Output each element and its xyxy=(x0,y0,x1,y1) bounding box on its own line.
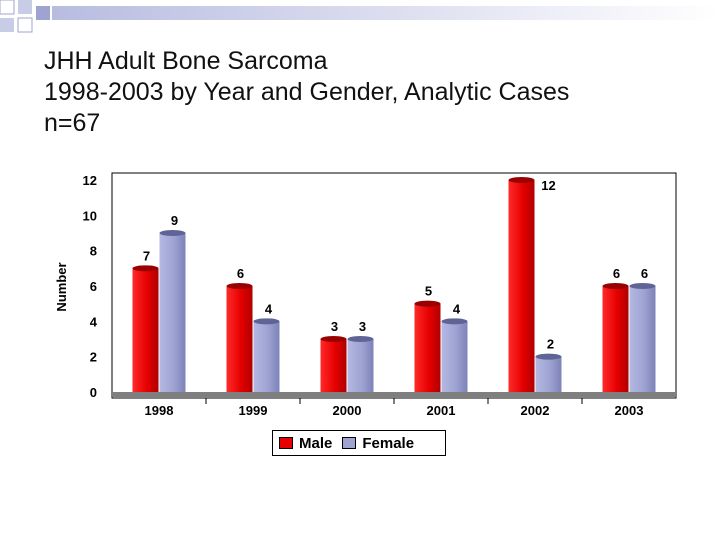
x-tick-label: 2003 xyxy=(615,403,644,418)
bar-female-cap xyxy=(629,283,656,289)
title-line-1: JHH Adult Bone Sarcoma xyxy=(44,47,328,75)
data-label-female: 6 xyxy=(641,266,648,281)
data-label-male: 7 xyxy=(143,248,150,263)
decorative-squares xyxy=(0,0,720,33)
legend-label-female: Female xyxy=(362,434,415,452)
bar-male xyxy=(508,180,535,392)
bar-male-cap xyxy=(602,283,629,289)
y-tick-label: 12 xyxy=(83,173,97,188)
data-label-male: 6 xyxy=(613,266,620,281)
plot-border xyxy=(111,172,677,399)
bar-male-cap xyxy=(132,265,159,272)
y-tick-label: 4 xyxy=(90,314,98,329)
bar-female xyxy=(253,321,280,392)
data-label-female: 4 xyxy=(453,301,461,316)
x-tick-label: 2001 xyxy=(427,403,456,418)
data-label-female: 4 xyxy=(265,301,273,316)
plot-area xyxy=(111,172,677,399)
y-tick-label: 8 xyxy=(90,244,97,259)
bar-female xyxy=(441,321,468,392)
x-tick-label: 1999 xyxy=(239,403,268,418)
legend-item-male: Male xyxy=(279,435,332,452)
deco-square xyxy=(36,6,50,20)
title-line-3: n=67 xyxy=(44,109,101,137)
bar-male xyxy=(132,268,159,392)
bar-female xyxy=(159,233,186,392)
legend: Male Female xyxy=(272,430,446,456)
bar-male xyxy=(226,286,253,392)
data-label-male: 6 xyxy=(237,266,244,281)
x-tick-label: 1998 xyxy=(145,403,174,418)
y-tick-label: 10 xyxy=(83,208,97,223)
bar-male-cap xyxy=(414,300,441,307)
legend-label-male: Male xyxy=(299,434,333,452)
bar-female xyxy=(535,356,562,392)
bar-female-cap xyxy=(347,336,374,342)
deco-square xyxy=(17,17,33,33)
deco-square xyxy=(18,0,32,14)
bar-male xyxy=(602,286,629,392)
bar-male xyxy=(320,339,347,392)
x-axis: 1998 1999 2000 2001 2002 2003 xyxy=(145,398,644,418)
data-label-male: 3 xyxy=(331,319,338,334)
bar-male-cap xyxy=(320,336,347,342)
bar-female-cap xyxy=(253,318,280,325)
x-tick-label: 2000 xyxy=(333,403,362,418)
y-tick-label: 6 xyxy=(90,279,97,294)
legend-item-female: Female xyxy=(342,435,414,452)
bars xyxy=(132,177,656,392)
bar-male-cap xyxy=(226,283,253,289)
x-tick-label: 2002 xyxy=(521,403,550,418)
plot-floor xyxy=(112,392,676,397)
bar-male-cap xyxy=(508,177,535,183)
legend-swatch-male xyxy=(279,437,293,449)
data-label-female: 3 xyxy=(359,319,366,334)
y-tick-label: 2 xyxy=(90,350,97,365)
data-label-male: 5 xyxy=(425,284,432,299)
bar-female-cap xyxy=(441,318,468,325)
y-axis-title: Number xyxy=(54,262,69,311)
deco-square xyxy=(0,0,15,15)
y-tick-label: 0 xyxy=(90,385,97,400)
title-line-2: 1998-2003 by Year and Gender, Analytic C… xyxy=(44,78,570,106)
deco-square xyxy=(0,18,14,32)
data-labels: 7 6 3 5 12 6 9 4 3 4 2 6 xyxy=(143,178,648,352)
slide-title: JHH Adult Bone Sarcoma 1998-2003 by Year… xyxy=(44,46,704,139)
deco-strip xyxy=(52,6,720,20)
legend-swatch-female xyxy=(342,437,357,449)
data-label-female: 2 xyxy=(547,337,554,352)
data-label-male: 12 xyxy=(541,178,555,193)
bar-female-cap xyxy=(159,230,186,236)
data-label-female: 9 xyxy=(171,213,178,228)
bar-female xyxy=(347,339,374,392)
y-axis: 0 2 4 6 8 10 12 xyxy=(83,173,98,400)
bar-male xyxy=(414,303,441,392)
bar-female-cap xyxy=(535,353,562,360)
bar-female xyxy=(629,286,656,392)
